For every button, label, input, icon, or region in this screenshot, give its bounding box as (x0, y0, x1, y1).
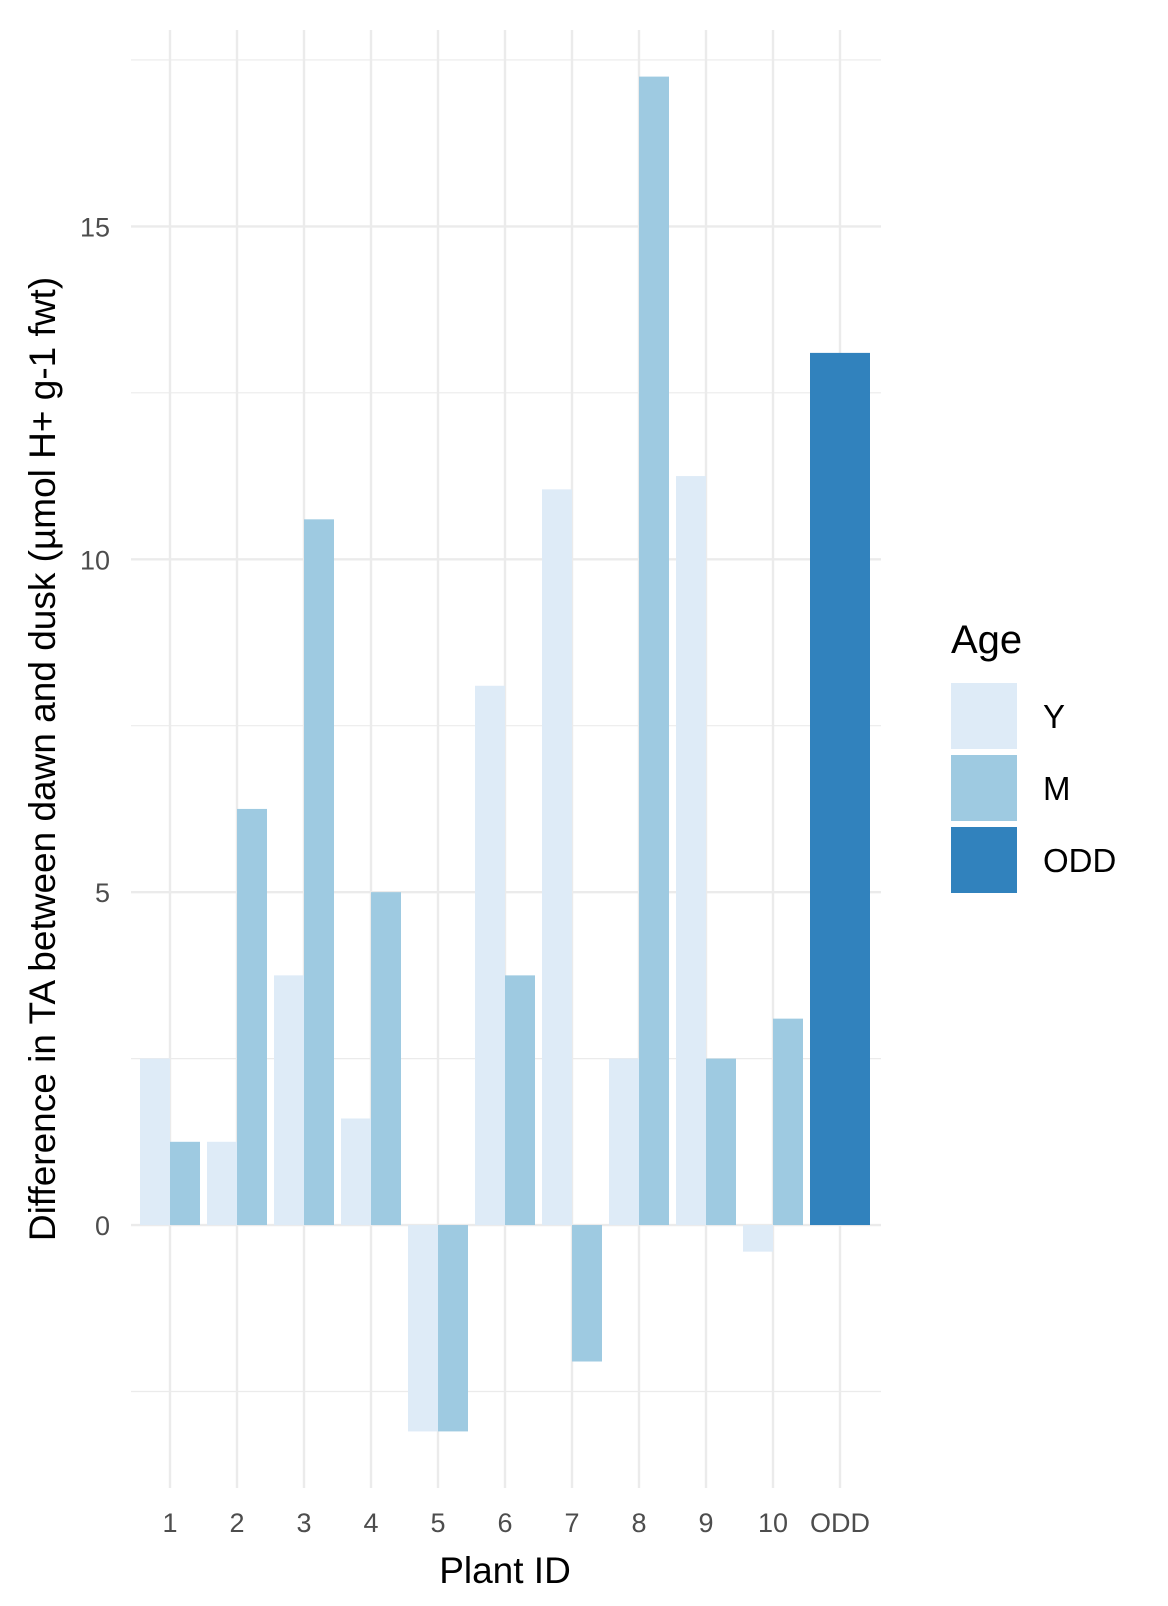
bar-4-y (341, 1118, 371, 1226)
x-tick-label: 6 (497, 1508, 512, 1538)
bar-2-y (207, 1141, 237, 1226)
x-tick-label: 1 (162, 1508, 177, 1538)
bars (140, 76, 870, 1432)
bar-5-m (438, 1225, 468, 1432)
y-tick-labels: 0 5 10 15 (80, 212, 110, 1241)
x-tick-label: 5 (430, 1508, 445, 1538)
legend-label-y: Y (1043, 698, 1065, 735)
x-tick-label: ODD (810, 1508, 870, 1538)
bar-ODD-odd (810, 352, 870, 1226)
legend-swatch-odd (951, 827, 1017, 893)
bar-5-y (408, 1225, 438, 1432)
bar-2-m (237, 808, 267, 1226)
bar-9-y (676, 476, 706, 1226)
bar-8-m (639, 76, 669, 1226)
legend-title: Age (951, 618, 1022, 662)
legend-label-m: M (1043, 770, 1071, 807)
bar-7-y (542, 489, 572, 1226)
y-tick-label: 15 (80, 212, 110, 242)
y-axis-title: Difference in TA between dawn and dusk (… (22, 277, 63, 1241)
legend-swatch-y (951, 683, 1017, 749)
major-gridlines (131, 30, 881, 1488)
legend-label-odd: ODD (1043, 842, 1116, 879)
bar-8-y (609, 1058, 639, 1226)
x-tick-label: 10 (758, 1508, 788, 1538)
bar-3-y (274, 975, 304, 1226)
bar-1-y (140, 1058, 170, 1226)
bar-6-y (475, 685, 505, 1226)
x-tick-label: 9 (698, 1508, 713, 1538)
x-tick-labels: 1 2 3 4 5 6 7 8 9 10 ODD (162, 1508, 870, 1538)
bar-6-m (505, 975, 535, 1226)
x-tick-label: 2 (229, 1508, 244, 1538)
x-tick-label: 4 (363, 1508, 378, 1538)
bar-7-m (572, 1225, 602, 1362)
bar-3-m (304, 519, 334, 1226)
x-tick-label: 7 (564, 1508, 579, 1538)
bar-10-m (773, 1018, 803, 1226)
bar-10-y (743, 1225, 773, 1252)
y-tick-label: 10 (80, 545, 110, 575)
x-axis-title: Plant ID (439, 1550, 571, 1591)
bar-9-m (706, 1058, 736, 1226)
y-tick-label: 0 (95, 1211, 110, 1241)
x-tick-label: 3 (296, 1508, 311, 1538)
x-tick-label: 8 (631, 1508, 646, 1538)
legend-swatch-m (951, 755, 1017, 821)
bar-1-m (170, 1141, 200, 1226)
bar-4-m (371, 892, 401, 1226)
legend: Age YM ODD (951, 618, 1116, 893)
y-tick-label: 5 (95, 878, 110, 908)
